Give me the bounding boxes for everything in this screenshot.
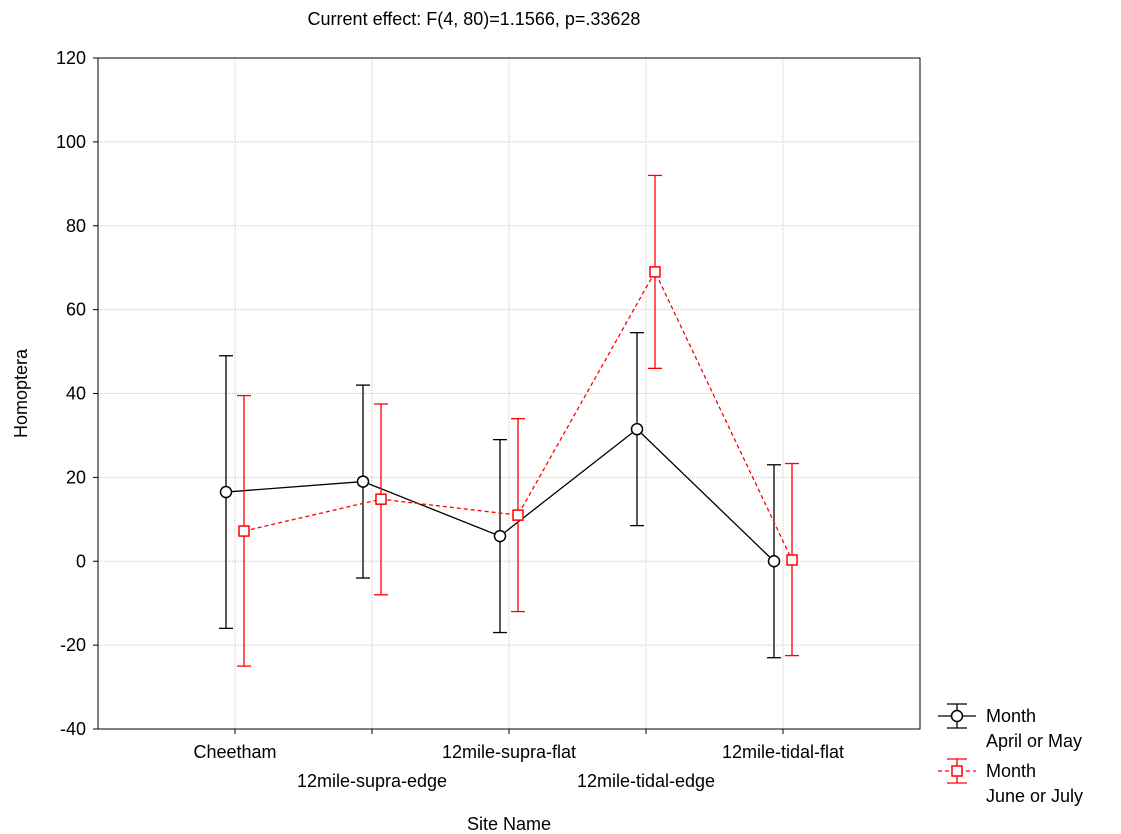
- legend-item-1: Month April or May: [938, 703, 1082, 751]
- legend-marker: [951, 765, 963, 777]
- y-tick-label: 60: [66, 300, 86, 320]
- legend-marker: [950, 709, 964, 723]
- y-tick-label: -40: [60, 719, 86, 739]
- y-axis: -40 -20 0 20 40 60 80 100 120: [56, 48, 98, 739]
- data-point: [767, 555, 781, 568]
- data-point: [630, 422, 644, 436]
- series-line: [243, 270, 793, 561]
- y-tick-label: 80: [66, 216, 86, 236]
- x-tick-label: Cheetham: [193, 742, 276, 762]
- x-axis: Cheetham 12mile-supra-edge 12mile-supra-fl…: [193, 729, 844, 791]
- y-tick-label: 120: [56, 48, 86, 68]
- legend-label: April or May: [986, 731, 1082, 751]
- x-tick-label: 12mile-supra-edge: [297, 771, 447, 791]
- legend-label: June or July: [986, 786, 1083, 806]
- series-1: [219, 332, 781, 659]
- legend-title: Month: [986, 706, 1036, 726]
- data-point: [493, 529, 507, 543]
- legend: Month April or May Month June or July: [938, 703, 1083, 806]
- y-tick-label: 20: [66, 467, 86, 487]
- data-point: [512, 509, 524, 521]
- legend-item-2: Month June or July: [938, 758, 1083, 806]
- data-point: [649, 266, 661, 278]
- x-tick-label: 12mile-tidal-flat: [722, 742, 844, 762]
- data-point: [238, 525, 250, 537]
- series-layer: [219, 174, 799, 667]
- y-tick-label: 40: [66, 384, 86, 404]
- data-point: [356, 475, 370, 488]
- y-tick-label: -20: [60, 635, 86, 655]
- x-tick-label: 12mile-supra-flat: [442, 742, 576, 762]
- chart-title: Current effect: F(4, 80)=1.1566, p=.3362…: [308, 9, 641, 29]
- series-2: [237, 174, 799, 667]
- data-point: [219, 485, 233, 499]
- x-tick-label: 12mile-tidal-edge: [577, 771, 715, 791]
- y-tick-label: 100: [56, 132, 86, 152]
- grid: [98, 58, 920, 729]
- y-axis-label: Homoptera: [11, 348, 31, 438]
- x-axis-label: Site Name: [467, 814, 551, 834]
- y-tick-label: 0: [76, 551, 86, 571]
- data-point: [375, 493, 387, 505]
- legend-title: Month: [986, 761, 1036, 781]
- data-point: [786, 554, 798, 566]
